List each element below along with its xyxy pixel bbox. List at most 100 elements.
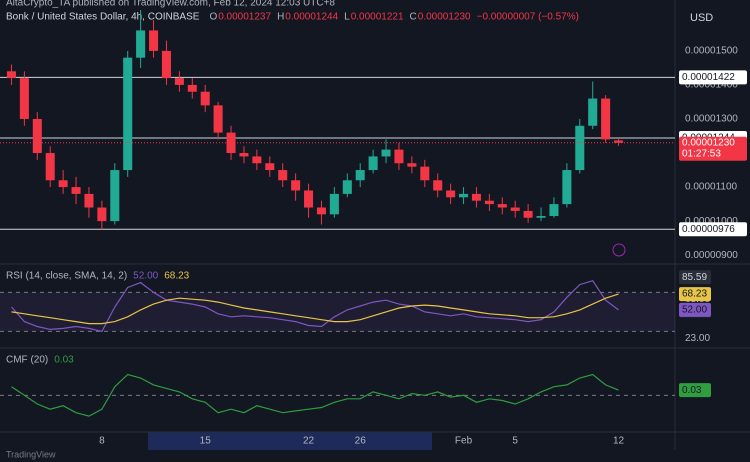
- candle-body: [278, 170, 288, 181]
- publisher: AltaCrypto_TA published on TradingView.c…: [6, 0, 335, 9]
- candle-body: [394, 149, 404, 164]
- indicator-line: [11, 373, 619, 417]
- candle-body: [355, 170, 365, 181]
- indicator-title: RSI (14, close, SMA, 14, 2): [6, 271, 127, 282]
- ohlc-value: 0.00001230: [418, 12, 471, 23]
- last-value-label-box: [679, 302, 711, 317]
- x-tick-label: 15: [200, 436, 212, 447]
- x-tick-label: 8: [99, 436, 105, 447]
- currency[interactable]: USD: [690, 12, 713, 24]
- candle-body: [536, 216, 546, 218]
- candle-body: [381, 149, 391, 157]
- candle-body: [549, 204, 559, 217]
- indicator-value: 68.23: [164, 271, 189, 282]
- y-tick-label: 0.00001100: [685, 182, 738, 193]
- candle-body: [19, 78, 29, 119]
- candle-body: [136, 30, 146, 58]
- symbol-title: Bonk / United States Dollar, 4h, COINBAS…: [6, 12, 200, 23]
- x-tick-label: Feb: [455, 436, 473, 447]
- candle-body: [459, 193, 469, 198]
- candle-body: [484, 200, 494, 205]
- y-tick-label: 23.00: [685, 333, 710, 344]
- watermark: TradingView: [6, 449, 56, 459]
- candle-body: [213, 105, 223, 133]
- candle-body: [110, 170, 120, 222]
- ohlc-value: 0.00001221: [351, 12, 404, 23]
- candle-body: [6, 71, 16, 79]
- event-icon[interactable]: [612, 243, 626, 257]
- x-tick-label: 22: [303, 436, 315, 447]
- candle-body: [265, 163, 275, 171]
- candle-body: [342, 180, 352, 194]
- time-range-highlight: [148, 432, 432, 450]
- candle-body: [601, 98, 611, 140]
- candle-body: [562, 170, 572, 205]
- candle-body: [200, 91, 210, 106]
- candle-body: [187, 84, 197, 92]
- countdown: 01:27:53: [682, 148, 721, 159]
- level-label: 0.00001422: [682, 72, 735, 83]
- candle-body: [58, 180, 68, 188]
- indicator-title: CMF (20): [6, 355, 48, 366]
- candle-body: [97, 207, 107, 222]
- ohlc-key: H: [277, 12, 284, 23]
- level-label: 0.00000976: [682, 224, 735, 235]
- y-tick-label: 0.00001000: [685, 216, 738, 227]
- candle-body: [291, 180, 301, 191]
- y-tick-label: 0.00001500: [685, 46, 738, 57]
- last-value-label-box: [679, 383, 711, 398]
- candle-body: [329, 193, 339, 215]
- candle-body: [368, 156, 378, 171]
- candle-body: [523, 210, 533, 218]
- indicator-line: [11, 279, 619, 333]
- last-value-label-box: [679, 287, 711, 302]
- candle-body: [497, 204, 507, 208]
- candle-body: [304, 190, 314, 208]
- candle-body: [32, 118, 42, 154]
- candle-body: [575, 125, 585, 171]
- candle-body: [446, 190, 456, 198]
- last-value-label: 52.00: [682, 305, 707, 316]
- candle-body: [45, 153, 55, 181]
- y-tick-label: 0.00001400: [685, 80, 738, 91]
- candle-body: [471, 193, 481, 201]
- last-price-box: [679, 136, 747, 161]
- last-price-label: 0.00001230: [682, 137, 735, 148]
- x-tick-label: 5: [512, 436, 518, 447]
- ohlc-key: O: [209, 12, 217, 23]
- last-value-label: 0.03: [682, 385, 702, 396]
- level-label-box: [679, 70, 747, 85]
- x-tick-label: 26: [355, 436, 367, 447]
- y-tick-label: 0.00001300: [685, 114, 738, 125]
- axis-marker-box: [679, 270, 711, 285]
- ohlc-key: L: [344, 12, 350, 23]
- last-value-label: 68.23: [682, 289, 707, 300]
- candle-body: [433, 180, 443, 191]
- candle-body: [252, 156, 262, 164]
- candle-body: [588, 98, 598, 126]
- candle-body: [84, 193, 94, 208]
- indicator-line: [11, 293, 619, 325]
- candle-body: [420, 166, 430, 181]
- axis-marker: 85.59: [682, 272, 707, 283]
- candle-body: [71, 187, 81, 194]
- candle-body: [510, 207, 520, 211]
- candle-body: [123, 57, 133, 171]
- candle-body: [407, 163, 417, 167]
- x-tick-label: 12: [613, 436, 625, 447]
- ohlc-value: 0.00001244: [285, 12, 338, 23]
- ohlc-value: 0.00001237: [218, 12, 271, 23]
- candle-body: [161, 50, 171, 79]
- ohlc-key: C: [410, 12, 417, 23]
- candle-body: [174, 78, 184, 85]
- indicator-value: 52.00: [133, 271, 158, 282]
- level-label-box: [679, 222, 747, 237]
- price-change: −0.00000007 (−0.57%): [477, 12, 579, 23]
- y-tick-label: 0.00000900: [685, 250, 738, 261]
- indicator-value: 0.03: [54, 355, 74, 366]
- candle-body: [614, 140, 624, 143]
- candle-body: [316, 207, 326, 215]
- candle-body: [239, 153, 249, 157]
- candle-body: [149, 30, 159, 51]
